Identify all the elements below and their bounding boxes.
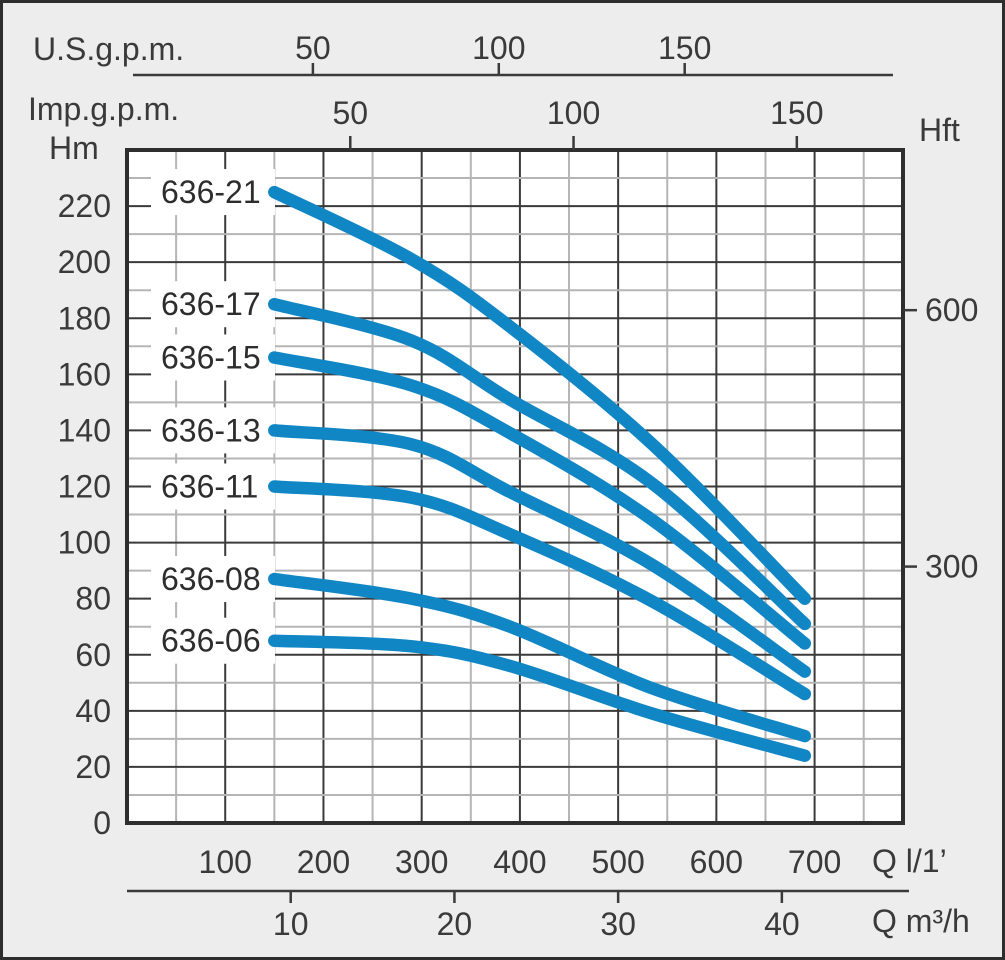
curve-636-06 bbox=[268, 634, 812, 762]
us-gpm-tick-label: 100 bbox=[472, 30, 525, 66]
curve-label-636-08: 636-08 bbox=[161, 561, 261, 597]
q-l-min-tick-label: 100 bbox=[199, 844, 252, 880]
us-gpm-axis-title: U.S.g.p.m. bbox=[33, 31, 185, 67]
hm-tick-label: 0 bbox=[93, 805, 111, 841]
curve-636-08 bbox=[268, 572, 812, 743]
curve-label-636-15: 636-15 bbox=[161, 340, 261, 376]
us-gpm-tick-label: 50 bbox=[295, 30, 331, 66]
curves bbox=[268, 185, 812, 762]
curve-636-21 bbox=[268, 185, 812, 605]
us-gpm-tick-label: 150 bbox=[658, 30, 711, 66]
q-m3-h-tick-label: 30 bbox=[600, 906, 636, 942]
hm-tick-label: 200 bbox=[58, 244, 111, 280]
hm-tick-label: 160 bbox=[58, 356, 111, 392]
imp-gpm-tick-label: 150 bbox=[770, 95, 823, 131]
hft-tick-label: 600 bbox=[925, 292, 978, 328]
curve-636-13 bbox=[268, 424, 812, 678]
hm-tick-label: 80 bbox=[75, 581, 111, 617]
hm-axis-title: Hm bbox=[49, 130, 99, 166]
pump-curve-chart: 636-21 636-17 636-15 636-13 636-11 636-08 636-… bbox=[58, 30, 979, 942]
us-gpm-axis: 50 100 150 bbox=[133, 30, 893, 77]
q-l-min-tick-label: 300 bbox=[395, 844, 448, 880]
hm-tick-label: 120 bbox=[58, 469, 111, 505]
hm-axis: 0 20 40 60 80 100 120 140 160 180 200 220 bbox=[58, 188, 111, 841]
plot-border bbox=[125, 148, 905, 825]
hft-axis-title: Hft bbox=[919, 112, 960, 148]
q-m3-h-tick-label: 40 bbox=[764, 906, 800, 942]
curve-label-636-17: 636-17 bbox=[161, 286, 261, 322]
q-l-min-tick-label: 200 bbox=[297, 844, 350, 880]
hft-axis: 300 600 bbox=[903, 292, 978, 585]
q-l-min-tick-label: 700 bbox=[788, 844, 841, 880]
curve-label-boxes bbox=[151, 169, 275, 664]
imp-gpm-tick-label: 50 bbox=[332, 95, 368, 131]
curve-636-11 bbox=[268, 480, 812, 701]
q-m3-h-axis-title: Q m³/h bbox=[872, 903, 970, 939]
imp-gpm-tick-label: 100 bbox=[547, 95, 600, 131]
q-m3-h-axis: 10 20 30 40 bbox=[127, 889, 909, 942]
hm-tick-label: 140 bbox=[58, 412, 111, 448]
curve-label-box bbox=[151, 407, 275, 454]
hm-tick-label: 100 bbox=[58, 525, 111, 561]
hm-tick-label: 60 bbox=[75, 637, 111, 673]
curve-label-box bbox=[151, 169, 275, 216]
curve-label-636-21: 636-21 bbox=[161, 174, 261, 210]
hm-tick-label: 220 bbox=[58, 188, 111, 224]
q-l-min-tick-label: 400 bbox=[493, 844, 546, 880]
curve-label-box bbox=[151, 281, 275, 328]
q-l-min-tick-label: 500 bbox=[591, 844, 644, 880]
curve-label-636-13: 636-13 bbox=[161, 412, 261, 448]
curve-labels: 636-21 636-17 636-15 636-13 636-11 636-08 636-… bbox=[161, 174, 261, 659]
q-m3-h-tick-label: 20 bbox=[437, 906, 473, 942]
hm-tick-label: 180 bbox=[58, 300, 111, 336]
curve-636-15 bbox=[268, 351, 812, 650]
hm-tick-label: 20 bbox=[75, 749, 111, 785]
q-l-min-axis-title: Q l/1’ bbox=[872, 843, 947, 879]
q-l-min-axis: 100 200 300 400 500 600 700 bbox=[199, 844, 842, 880]
curve-label-box bbox=[151, 556, 275, 603]
curve-label-box bbox=[151, 334, 275, 381]
hft-tick-label: 300 bbox=[925, 549, 978, 585]
q-l-min-tick-label: 600 bbox=[690, 844, 743, 880]
hm-tick-label: 40 bbox=[75, 693, 111, 729]
imp-gpm-axis: 50 100 150 bbox=[332, 95, 824, 150]
q-m3-h-tick-label: 10 bbox=[273, 906, 309, 942]
curve-636-17 bbox=[268, 297, 812, 631]
imp-gpm-axis-title: Imp.g.p.m. bbox=[28, 91, 180, 127]
curve-label-box bbox=[151, 617, 275, 664]
curve-label-636-11: 636-11 bbox=[161, 469, 258, 505]
curve-label-box bbox=[151, 463, 275, 510]
curve-label-636-06: 636-06 bbox=[161, 623, 261, 659]
